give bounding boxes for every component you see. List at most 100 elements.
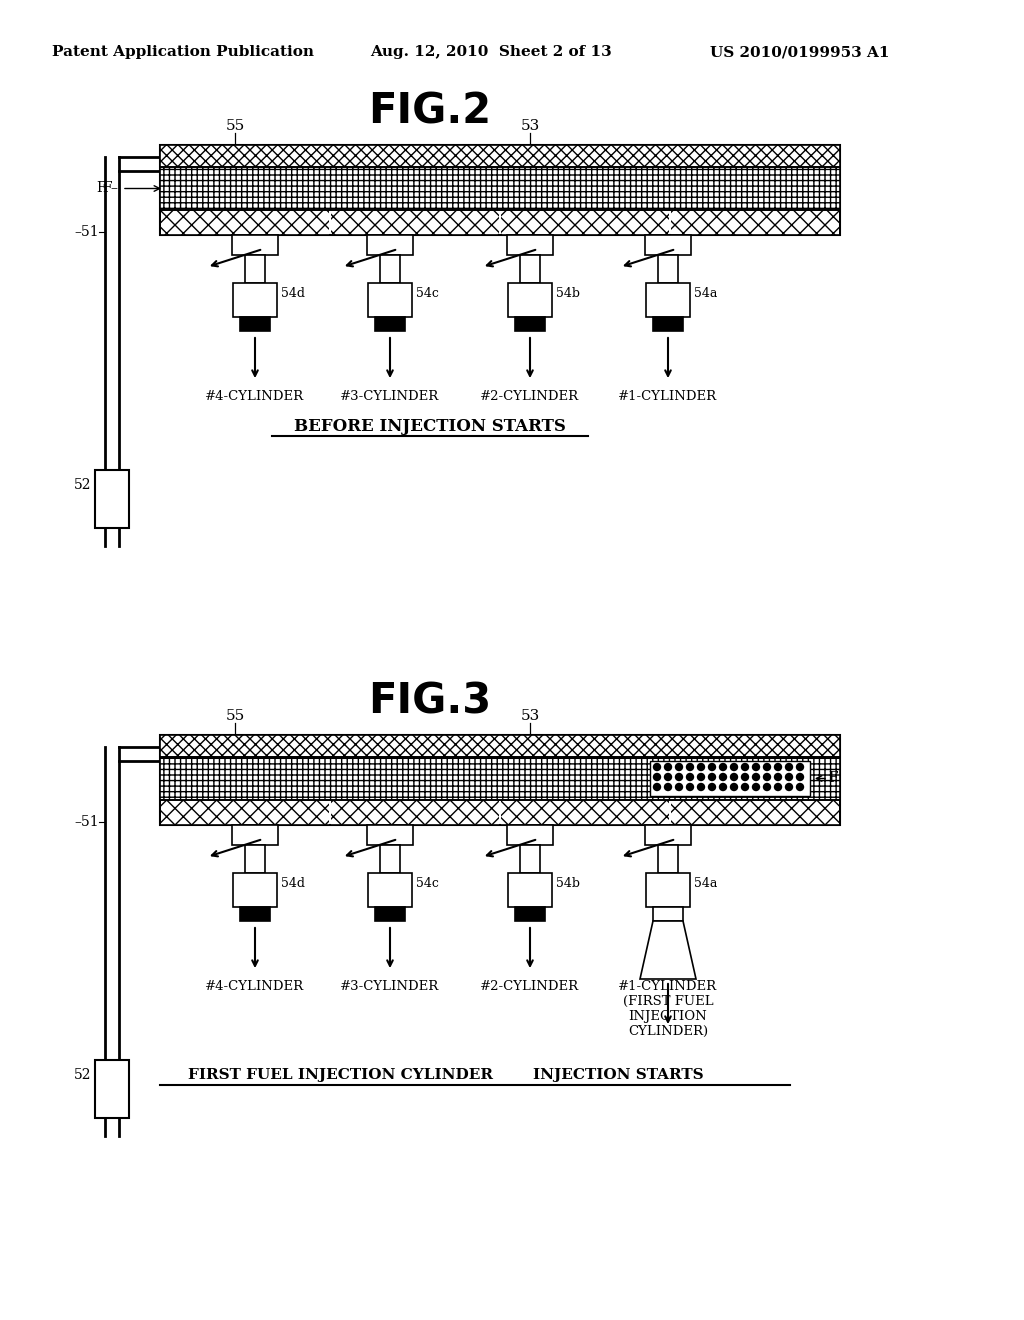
Bar (508, 282, 552, 317)
Text: Patent Application Publication: Patent Application Publication (52, 45, 314, 59)
Bar (331, 210, 499, 235)
Bar (671, 800, 839, 825)
Circle shape (774, 763, 781, 771)
Text: 53: 53 (520, 119, 540, 133)
Bar (233, 873, 278, 907)
Bar (507, 825, 553, 845)
Bar (653, 907, 683, 921)
Bar (161, 800, 329, 825)
Text: F –: F – (97, 181, 118, 195)
Text: #2-CYLINDER: #2-CYLINDER (480, 389, 580, 403)
Circle shape (665, 763, 672, 771)
Circle shape (720, 763, 726, 771)
Bar (240, 907, 270, 921)
Circle shape (676, 784, 683, 791)
Text: #4-CYLINDER: #4-CYLINDER (206, 389, 304, 403)
Text: 54d: 54d (281, 876, 305, 890)
Circle shape (653, 784, 660, 791)
Circle shape (741, 774, 749, 780)
Bar (520, 845, 540, 873)
Bar (331, 800, 499, 825)
Circle shape (697, 763, 705, 771)
Text: BEFORE INJECTION STARTS: BEFORE INJECTION STARTS (294, 418, 566, 436)
Bar (515, 907, 545, 921)
Bar (233, 282, 278, 317)
Circle shape (741, 763, 749, 771)
Bar (367, 235, 413, 255)
Bar (245, 845, 265, 873)
Text: 52: 52 (74, 478, 91, 492)
Bar (160, 735, 840, 756)
Bar (645, 825, 691, 845)
Bar (161, 210, 329, 235)
Circle shape (720, 784, 726, 791)
Circle shape (676, 774, 683, 780)
Circle shape (741, 784, 749, 791)
Text: #3-CYLINDER: #3-CYLINDER (340, 979, 439, 993)
Bar (245, 255, 265, 282)
Text: #2-CYLINDER: #2-CYLINDER (480, 979, 580, 993)
Circle shape (709, 774, 716, 780)
Circle shape (753, 763, 760, 771)
Circle shape (764, 774, 770, 780)
Text: 54a: 54a (694, 876, 718, 890)
Text: F: F (102, 181, 112, 195)
Bar (160, 735, 840, 825)
Circle shape (653, 774, 660, 780)
Circle shape (665, 774, 672, 780)
Bar (240, 317, 270, 331)
Bar (650, 762, 810, 796)
Bar (95, 1060, 129, 1118)
Text: Aug. 12, 2010  Sheet 2 of 13: Aug. 12, 2010 Sheet 2 of 13 (370, 45, 611, 59)
Text: 54a: 54a (694, 286, 718, 300)
Bar (653, 317, 683, 331)
Text: INJECTION STARTS: INJECTION STARTS (532, 1068, 703, 1082)
Text: #4-CYLINDER: #4-CYLINDER (206, 979, 304, 993)
Bar (160, 168, 840, 210)
Text: 54c: 54c (416, 876, 439, 890)
Bar (95, 470, 129, 528)
Text: FIRST FUEL INJECTION CYLINDER: FIRST FUEL INJECTION CYLINDER (187, 1068, 493, 1082)
Bar (671, 210, 839, 235)
Bar (650, 762, 810, 796)
Circle shape (797, 763, 804, 771)
Bar (520, 255, 540, 282)
Bar (645, 235, 691, 255)
Bar (368, 873, 412, 907)
Bar (501, 800, 669, 825)
Bar (646, 282, 690, 317)
Text: 54b: 54b (556, 286, 580, 300)
Bar (646, 873, 690, 907)
Bar (232, 235, 278, 255)
Circle shape (785, 774, 793, 780)
Circle shape (720, 774, 726, 780)
Text: #1-CYLINDER: #1-CYLINDER (618, 389, 718, 403)
Text: #1-CYLINDER
(FIRST FUEL
INJECTION
CYLINDER): #1-CYLINDER (FIRST FUEL INJECTION CYLIND… (618, 979, 718, 1038)
Circle shape (686, 774, 693, 780)
Bar (380, 845, 400, 873)
Circle shape (697, 784, 705, 791)
Bar (368, 282, 412, 317)
Bar (515, 317, 545, 331)
Bar (367, 825, 413, 845)
Circle shape (709, 763, 716, 771)
Text: FIG.2: FIG.2 (369, 90, 492, 132)
Text: FIG.3: FIG.3 (369, 680, 492, 722)
Circle shape (785, 784, 793, 791)
Bar (160, 210, 840, 235)
Text: 55: 55 (225, 119, 245, 133)
Text: 54d: 54d (281, 286, 305, 300)
Bar (160, 735, 840, 756)
Bar (501, 210, 669, 235)
Bar (160, 800, 840, 825)
Circle shape (774, 774, 781, 780)
Circle shape (697, 774, 705, 780)
Polygon shape (640, 921, 696, 979)
Bar (160, 756, 840, 800)
Circle shape (665, 784, 672, 791)
Bar (380, 255, 400, 282)
Text: 54b: 54b (556, 876, 580, 890)
Circle shape (686, 784, 693, 791)
Circle shape (753, 784, 760, 791)
Circle shape (730, 774, 737, 780)
